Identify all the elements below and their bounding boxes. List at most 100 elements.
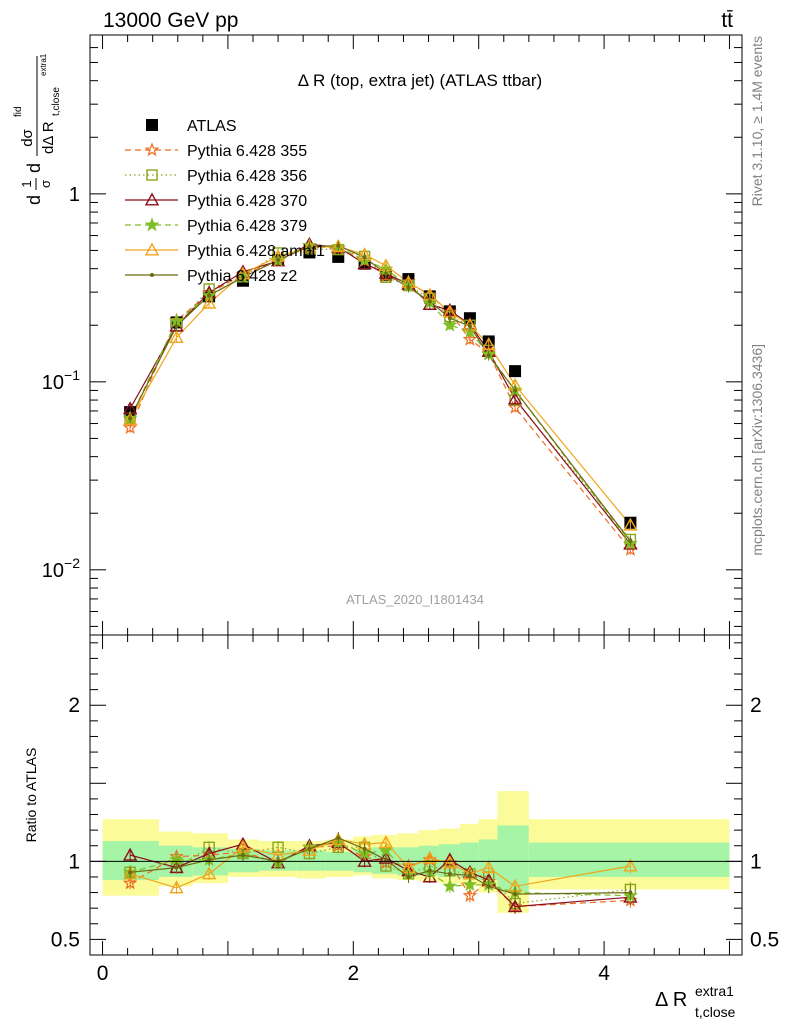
legend-label: Pythia 6.428 356 [187, 168, 307, 185]
ratio-marker [467, 873, 472, 878]
svg-text:d: d [24, 195, 44, 205]
xlabel-sub: t,close [695, 1004, 736, 1020]
legend-marker [144, 192, 160, 206]
main-y-axis-label: d 1 σ d dσ fid dΔ R t,close extra1 [13, 53, 62, 205]
ratio-marker [447, 871, 452, 876]
ylabel-dDR: dΔ R [40, 121, 57, 154]
ratio-marker [507, 899, 523, 913]
main-line [129, 245, 631, 526]
ratio-y-tick-label-left: 2 [68, 694, 80, 717]
watermark: ATLAS_2020_I1801434 [346, 592, 484, 607]
main-line [129, 245, 631, 544]
ratio-marker [122, 875, 138, 890]
main-marker [362, 255, 367, 260]
ratio-marker [383, 857, 388, 862]
ratio-y-axis-label: Ratio to ATLAS [23, 748, 39, 843]
x-tick-label: 2 [347, 962, 359, 985]
ratio-marker [336, 835, 341, 840]
legend-marker [146, 169, 158, 181]
ratio-line [130, 846, 631, 905]
ylabel-fid: fid [13, 106, 24, 117]
ylabel-sub: t,close [51, 87, 62, 116]
main-marker [507, 391, 523, 405]
ratio-marker [486, 884, 491, 889]
ratio-marker [201, 866, 217, 880]
ratio-line [130, 837, 631, 895]
plot-frames [89, 34, 743, 956]
legend-label: Pythia 6.428 z2 [187, 268, 297, 285]
legend-marker [146, 119, 158, 131]
main-marker [207, 293, 212, 298]
ratio-line [129, 841, 631, 908]
ratio-marker [122, 866, 138, 880]
legend-label: Pythia 6.428 370 [187, 193, 307, 210]
main-marker [513, 388, 518, 393]
legend-label: Pythia 6.428 ambt1 [187, 243, 325, 260]
ratio-marker [628, 890, 633, 895]
main-marker [481, 337, 496, 350]
ratio-marker [362, 846, 367, 851]
ylabel-frac-d: d [24, 195, 44, 205]
main-marker [406, 285, 411, 290]
ylabel-dsigma: dσ [19, 128, 36, 146]
ratio-marker [378, 835, 394, 849]
ratio-marker [169, 880, 184, 894]
ratio-plot-frame [89, 634, 743, 956]
main-marker [628, 539, 633, 544]
main-marker [122, 412, 138, 426]
main-marker [276, 257, 281, 262]
ratio-y-tick-label-right: 2 [750, 694, 762, 717]
main-marker [122, 420, 138, 434]
ratio-marker [240, 853, 245, 858]
ratio-y-tick-label-right: 1 [750, 850, 762, 873]
x-tick-label: 4 [598, 962, 610, 985]
ratio-marker [623, 858, 638, 872]
main-marker [427, 299, 432, 304]
ratio-marker [462, 877, 478, 891]
ratio-marker [513, 892, 518, 897]
main-line [129, 245, 631, 542]
ratio-marker [307, 846, 312, 851]
main-marker [307, 244, 312, 249]
main-marker [336, 243, 341, 248]
ratio-y-tick-label-left: 0.5 [51, 928, 80, 951]
ratio-inner-band [296, 850, 326, 871]
legend-marker [144, 217, 160, 232]
main-y-tick-label: 10−1 [42, 367, 80, 394]
x-axis-label: Δ R extra1 t,close [655, 983, 736, 1020]
main-line [129, 243, 631, 545]
ratio-marker [174, 865, 179, 870]
ratio-marker [207, 857, 212, 862]
ratio-marker [357, 853, 372, 867]
side-mcplots-label: mcplots.cern.ch [arXiv:1306.3436] [749, 344, 765, 556]
main-marker [623, 541, 638, 556]
main-marker [128, 416, 133, 421]
main-line [129, 248, 631, 540]
ratio-y-tick-label-right: 0.5 [750, 928, 779, 951]
ratio-line [129, 841, 631, 897]
legend-label: Pythia 6.428 379 [187, 218, 307, 235]
legend-marker [144, 242, 160, 256]
main-y-tick-label: 10−2 [42, 555, 80, 582]
ylabel-d2: d [24, 163, 44, 173]
legend-marker [144, 142, 160, 157]
ylabel-one: 1 [19, 180, 34, 187]
main-marker [302, 239, 317, 253]
legend: ATLAS Pythia 6.428 355 Pythia 6.428 356 Pyt… [125, 118, 325, 285]
ratio-marker [442, 878, 458, 893]
header-left: 13000 GeV pp [103, 9, 238, 32]
ratio-marker [128, 870, 133, 875]
main-marker [201, 295, 217, 309]
ratio-marker [462, 887, 478, 902]
main-title: Δ R (top, extra jet) (ATLAS ttbar) [298, 71, 542, 90]
main-marker [174, 324, 179, 329]
side-rivet-label: Rivet 3.1.10, ≥ 1.4M events [749, 36, 765, 206]
header-right: tt̄ [721, 9, 733, 32]
main-marker [486, 353, 491, 358]
axis-ticks: 0 2 4 10−2 10−1 1 0.5 0.5 1 1 2 2 [42, 34, 779, 985]
main-marker [509, 365, 522, 378]
main-marker [383, 271, 388, 276]
main-marker [442, 317, 458, 332]
main-marker [467, 324, 472, 329]
